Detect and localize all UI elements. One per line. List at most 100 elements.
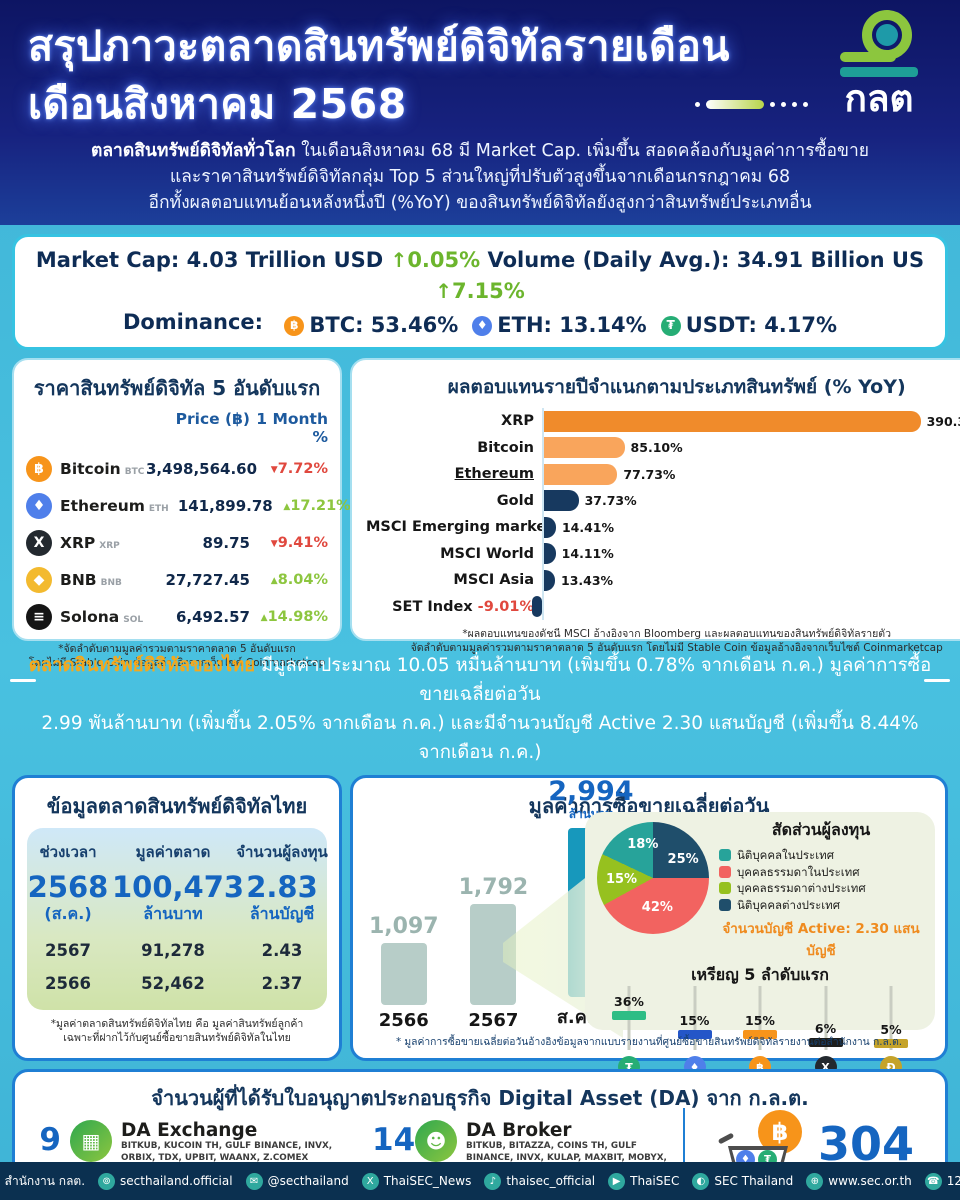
top5-title: ราคาสินทรัพย์ดิจิทัล 5 อันดับแรก — [33, 376, 321, 400]
asset-name: Bitcoin BTC — [60, 459, 145, 478]
footer-item: X ThaiSEC_News — [361, 1172, 471, 1190]
value-label: 15% — [745, 1012, 775, 1028]
x-twitter-icon: X — [361, 1172, 379, 1190]
market-cap-change: ↑0.05% — [390, 248, 481, 272]
bar — [808, 1037, 843, 1047]
bar — [542, 463, 618, 485]
thai-banner-line1: มีมูลค่าประมาณ 10.05 หมื่นล้านบาท (เพิ่ม… — [260, 655, 932, 705]
legend-swatch — [719, 849, 731, 862]
lollipop-stick — [824, 986, 827, 1050]
yoy-returns-card: ผลตอบแทนรายปีจำแนกตามประเภทสินทรัพย์ (% … — [350, 358, 960, 654]
category-label: 2566 — [378, 1010, 429, 1031]
category-label: MSCI Asia — [453, 572, 534, 589]
sec-logo: กลต — [820, 10, 938, 119]
dominance-item: ฿ BTC: 53.46% — [284, 310, 458, 341]
bar — [542, 490, 579, 512]
intro-line2: และราคาสินทรัพย์ดิจิทัลกลุ่ม Top 5 ส่วนใ… — [169, 167, 791, 187]
asset-price: 6,492.57 — [175, 607, 250, 626]
daily-volume-card: มูลค่าการซื้อขายเฉลี่ยต่อวัน 1,097 2566 1,… — [350, 775, 948, 1078]
investors-value: 2.37 — [261, 974, 303, 993]
pie-slice-label: 42% — [641, 900, 673, 916]
dominance-value: ETH: 13.14% — [497, 313, 647, 337]
footer-label: secthailand.official — [120, 1174, 233, 1188]
license-item: 9 ▦ DA Exchange BITKUB, KUCOIN TH, GULF BIN… — [27, 1120, 372, 1187]
market-cap-line: Market Cap: 4.03 Trillion USD ↑0.05% Vol… — [25, 245, 935, 307]
exchange-building-icon: ▦ — [70, 1120, 112, 1162]
legend-item: บุคคลธรรมดาต่างประเทศ — [719, 880, 923, 897]
legend-label: นิติบุคคลต่างประเทศ — [737, 897, 841, 912]
value-label: 1,792 — [458, 875, 529, 900]
category-label: SET Index -9.01% — [392, 598, 534, 615]
footer-label: @secthailand — [267, 1174, 349, 1188]
top5-footnote: *จัดลำดับตามมูลค่ารวมตามราคาตลาด 5 อันดั… — [28, 643, 326, 669]
up-arrow-icon: ↑ — [435, 279, 452, 303]
value-label: 5% — [880, 1021, 902, 1037]
footer-item: ✉ @secthailand — [245, 1172, 349, 1190]
chart-bar-row: XRP 390.30% — [366, 408, 960, 435]
lollipop-stick — [758, 986, 762, 1050]
volume-footnote: * มูลค่าการซื้อขายเฉลี่ยต่อวันอ้างอิงข้อ… — [395, 1036, 903, 1048]
price-column-header: Price (฿) — [175, 410, 250, 428]
asset-ticker: SOL — [123, 614, 144, 625]
bar — [542, 516, 556, 538]
ethereum-icon: ♦ — [472, 315, 493, 336]
footer-item: ◐ SEC Thailand — [692, 1172, 793, 1190]
asset-change: ▲17.21% — [283, 497, 351, 514]
up-arrow-icon: ▲ — [270, 575, 278, 586]
asset-name: BNB BNB — [60, 570, 122, 589]
pie-slice-label: 25% — [667, 852, 699, 868]
dominance-item: ₮ USDT: 4.17% — [660, 310, 838, 341]
pie-slice-label: 15% — [605, 872, 638, 888]
asset-price: 27,727.45 — [165, 570, 250, 589]
investors-value: 2.83 — [246, 870, 318, 904]
value-label: 15% — [679, 1012, 710, 1028]
asset-price: 3,498,564.60 — [146, 459, 258, 478]
up-arrow-icon: ▲ — [260, 612, 268, 623]
solana-icon: ≡ — [26, 603, 52, 630]
bar — [542, 410, 921, 432]
bar — [874, 1038, 908, 1048]
footer-item: fสำนักงาน กลต. — [0, 1172, 85, 1191]
bar — [542, 543, 556, 565]
licenses-title: จำนวนผู้ที่ได้รับใบอนุญาตประกอบธุรกิจ Di… — [151, 1086, 809, 1110]
market-cap-value: 100,473 — [112, 870, 245, 904]
top5-header-row: Price (฿) 1 Month % — [26, 410, 328, 446]
table-row: ≡ Solona SOL 6,492.57 ▲14.98% — [26, 598, 328, 635]
table-cell: 100,473 ล้านบาท — [112, 870, 245, 934]
thai-data-footnote: *มูลค่าตลาดสินทรัพย์ดิจิทัลไทย คือ มูลค่… — [50, 1018, 304, 1044]
chart-bar-row: MSCI World 14.11% — [366, 541, 960, 568]
asset-name: Solona SOL — [60, 607, 144, 626]
period-value: 2566 — [45, 974, 91, 993]
chart-bar-row: Ethereum 77.73% — [366, 461, 960, 488]
license-name: DA Broker — [466, 1120, 572, 1141]
usdt-icon: ₮ — [660, 315, 681, 336]
legend-label: นิติบุคคลในประเทศ — [737, 848, 835, 862]
period-sub: (ส.ค.) — [44, 904, 92, 923]
market-cap-value: 52,462 — [141, 974, 205, 993]
asset-change: ▼7.72% — [270, 460, 328, 477]
value-label: 36% — [614, 993, 644, 1009]
thai-market-banner: ตลาดสินทรัพย์ดิจิทัลของไทย มีมูลค่าประมา… — [10, 651, 950, 767]
legend-item: นิติบุคคลต่างประเทศ — [719, 897, 923, 914]
page-title-line2: เดือนสิงหาคม 2568 — [28, 80, 407, 128]
investors-value: 2.43 — [261, 941, 303, 960]
coin-count: 304 — [817, 1117, 915, 1171]
volume-label: Volume (Daily Avg.): 34.91 Billion US — [487, 248, 925, 272]
dominance-item: ♦ ETH: 13.14% — [472, 310, 647, 341]
top-coins-title: เหรียญ 5 ลำดับแรก — [691, 965, 829, 984]
investor-inset-panel: 25% 42% 15% 18% สัดส่วนผู้ลงทุน นิติบุคคลใน… — [585, 812, 935, 1078]
phone-icon: ☎ — [924, 1172, 942, 1190]
value-label: 13.43% — [561, 572, 614, 588]
footer-label: www.sec.or.th — [828, 1174, 912, 1188]
footer-item: ⊚ secthailand.official — [98, 1172, 233, 1190]
dominance-values: ฿ BTC: 53.46% ♦ ETH: 13.14% ₮ USDT: 4.17% — [270, 310, 837, 337]
value-label: 2,994 — [548, 776, 634, 807]
bar — [542, 437, 625, 459]
lollipop-stick — [889, 986, 893, 1050]
category-label: Bitcoin — [477, 439, 534, 456]
up-arrow-icon: ↑ — [390, 248, 408, 272]
broker-icon: ☻ — [415, 1120, 457, 1162]
category-label: Gold — [496, 492, 534, 509]
bar — [612, 1010, 646, 1020]
dominance-value: USDT: 4.17% — [685, 313, 838, 337]
